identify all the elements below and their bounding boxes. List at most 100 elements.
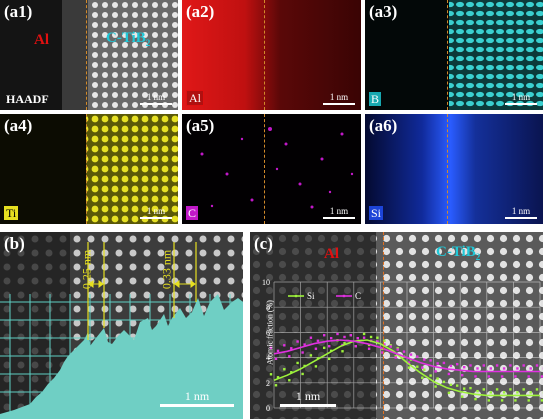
point-c-15-1 bbox=[474, 375, 477, 378]
point-c-7-1 bbox=[367, 347, 371, 350]
series-line-c bbox=[273, 339, 540, 373]
point-c-13-0 bbox=[442, 361, 446, 365]
point-si-18-2 bbox=[516, 391, 519, 394]
point-si-10-1 bbox=[407, 366, 411, 369]
point-c-17-2 bbox=[502, 367, 506, 370]
point-si-5-2 bbox=[343, 342, 346, 345]
point-si-13-1 bbox=[447, 391, 451, 395]
point-c-6-1 bbox=[354, 345, 357, 348]
point-c-18-0 bbox=[509, 364, 512, 367]
scale-bar-a3: 1 nm bbox=[505, 93, 537, 105]
point-si-0-0 bbox=[269, 373, 273, 376]
point-si-3-1 bbox=[314, 365, 318, 368]
point-c-10-2 bbox=[409, 353, 413, 356]
scale-bar-a2: 1 nm bbox=[323, 93, 355, 105]
scale-bar-a1: 1 nm bbox=[140, 93, 172, 105]
point-si-15-2 bbox=[476, 389, 479, 393]
c-map bbox=[182, 114, 361, 224]
point-c-13-2 bbox=[449, 364, 453, 368]
si-map bbox=[365, 114, 543, 224]
point-c-20-1 bbox=[540, 375, 543, 378]
point-c-11-1 bbox=[421, 366, 424, 369]
panel-a5: (a5) C 1 nm bbox=[182, 114, 361, 224]
point-c-6-2 bbox=[356, 337, 359, 340]
point-c-8-1 bbox=[381, 351, 384, 354]
point-c-4-2 bbox=[330, 337, 333, 340]
spacing-label-2: 0.33 nm bbox=[159, 249, 174, 290]
legend-marker-c bbox=[342, 294, 346, 298]
point-c-12-2 bbox=[436, 362, 439, 365]
legend-marker-si bbox=[294, 294, 298, 298]
point-c-1-1 bbox=[288, 355, 291, 358]
series-line-si bbox=[273, 339, 540, 397]
point-si-12-1 bbox=[434, 385, 437, 388]
point-c-12-1 bbox=[434, 370, 437, 373]
scale-bar-a5: 1 nm bbox=[323, 207, 355, 219]
point-c-2-0 bbox=[296, 340, 299, 343]
point-si-1-2 bbox=[290, 371, 293, 374]
composition-chart: 0 2 4 6 8 10 Si C bbox=[250, 232, 543, 419]
b-map bbox=[365, 0, 543, 110]
point-si-18-0 bbox=[509, 388, 512, 391]
point-c-12-0 bbox=[429, 359, 432, 362]
point-c-8-0 bbox=[376, 340, 379, 343]
panel-b-label: (b) bbox=[4, 234, 25, 253]
point-si-15-1 bbox=[474, 397, 477, 401]
point-si-9-2 bbox=[396, 347, 399, 350]
point-si-2-1 bbox=[301, 372, 304, 376]
point-si-8-0 bbox=[376, 336, 379, 339]
panel-a6-label: (a6) bbox=[369, 116, 398, 135]
point-c-11-2 bbox=[423, 358, 426, 361]
point-c-0-0 bbox=[269, 346, 273, 350]
y-tick-label-5: 10 bbox=[262, 278, 270, 287]
point-c-19-2 bbox=[529, 367, 532, 370]
point-c-1-0 bbox=[283, 344, 286, 347]
point-si-14-1 bbox=[461, 395, 464, 398]
point-c-9-0 bbox=[389, 345, 392, 348]
point-si-14-2 bbox=[463, 387, 466, 390]
point-c-4-1 bbox=[328, 345, 331, 348]
point-c-4-0 bbox=[323, 334, 326, 337]
point-si-16-0 bbox=[482, 388, 485, 391]
panel-c: 0 2 4 6 8 10 Si C (c) Al C-TiB2 Atomic fractio… bbox=[250, 232, 543, 419]
point-si-12-0 bbox=[429, 374, 432, 377]
al-map bbox=[182, 0, 361, 110]
y-tick-label-2: 4 bbox=[266, 354, 270, 363]
point-si-0-2 bbox=[276, 376, 280, 379]
panel-a1-label: (a1) bbox=[4, 2, 33, 21]
legend-label-si: Si bbox=[307, 291, 315, 301]
phase-label-al-c: Al bbox=[324, 246, 339, 262]
point-c-13-1 bbox=[447, 372, 451, 376]
legend-label-c: C bbox=[355, 291, 361, 301]
point-si-18-1 bbox=[514, 399, 517, 402]
spacing-label-1: 0.25 nm bbox=[79, 249, 94, 290]
point-si-8-2 bbox=[383, 339, 386, 342]
panel-a2-label: (a2) bbox=[186, 2, 215, 21]
point-si-17-2 bbox=[502, 391, 506, 394]
panel-a5-label: (a5) bbox=[186, 116, 215, 135]
element-label-c: C bbox=[186, 206, 199, 220]
point-c-14-2 bbox=[463, 366, 466, 369]
point-c-3-2 bbox=[316, 339, 320, 342]
point-si-5-1 bbox=[341, 350, 344, 353]
panel-a3-label: (a3) bbox=[369, 2, 398, 21]
point-si-9-1 bbox=[394, 355, 397, 358]
point-si-19-1 bbox=[527, 399, 530, 402]
phase-label-al: Al bbox=[34, 32, 49, 48]
point-si-1-0 bbox=[283, 368, 286, 371]
element-label-b: B bbox=[369, 92, 382, 106]
y-tick-label-4: 8 bbox=[266, 303, 270, 312]
point-c-11-0 bbox=[416, 355, 419, 358]
point-c-18-1 bbox=[514, 375, 517, 378]
point-c-9-1 bbox=[394, 356, 397, 359]
panel-a6: (a6) Si 1 nm bbox=[365, 114, 543, 224]
point-si-15-0 bbox=[469, 386, 472, 390]
panel-a1: (a1) Al C-TiB2 HAADF 1 nm bbox=[0, 0, 178, 110]
scale-bar-a6: 1 nm bbox=[505, 207, 537, 219]
scale-bar-b: 1 nm bbox=[160, 390, 234, 407]
point-si-0-1 bbox=[274, 384, 278, 387]
element-label-ti: Ti bbox=[4, 206, 19, 220]
point-si-16-2 bbox=[489, 391, 492, 394]
point-c-5-2 bbox=[343, 335, 346, 339]
panel-a3: (a3) B 1 nm bbox=[365, 0, 543, 110]
